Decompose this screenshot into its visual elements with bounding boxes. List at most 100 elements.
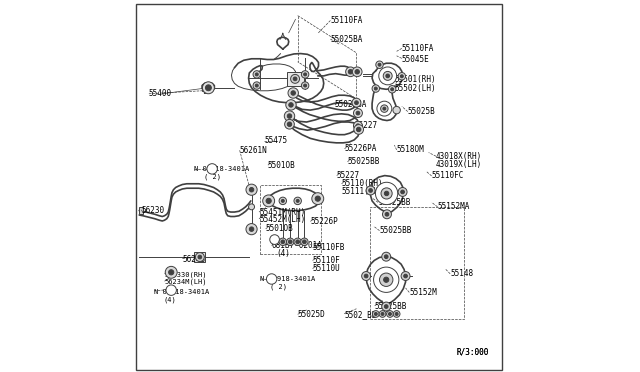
Circle shape — [315, 196, 321, 201]
Circle shape — [355, 70, 360, 74]
Circle shape — [303, 240, 306, 244]
Circle shape — [393, 106, 401, 114]
Text: 55226PA: 55226PA — [344, 144, 377, 153]
Text: 55111(LH): 55111(LH) — [342, 187, 383, 196]
Circle shape — [387, 311, 394, 317]
Circle shape — [364, 274, 368, 278]
Text: 55025BA: 55025BA — [335, 100, 367, 109]
Text: 55502(LH): 55502(LH) — [394, 84, 436, 93]
Circle shape — [394, 311, 400, 317]
Text: 43019X(LH): 43019X(LH) — [436, 160, 483, 169]
Circle shape — [281, 240, 285, 244]
Text: 55110F: 55110F — [312, 256, 340, 265]
Text: (4): (4) — [164, 296, 177, 303]
Text: ( 2): ( 2) — [204, 174, 221, 180]
Text: 55025BA: 55025BA — [330, 35, 363, 44]
Circle shape — [250, 227, 254, 231]
Circle shape — [398, 187, 407, 196]
Text: 55025B: 55025B — [408, 107, 436, 116]
Text: 55110FA: 55110FA — [402, 44, 434, 53]
Circle shape — [404, 274, 408, 278]
Text: 43018X(RH): 43018X(RH) — [436, 152, 483, 161]
Circle shape — [291, 74, 300, 83]
Text: 56261N: 56261N — [239, 146, 268, 155]
Circle shape — [198, 255, 202, 259]
Text: R/3:000: R/3:000 — [457, 347, 489, 356]
Circle shape — [262, 195, 275, 207]
Circle shape — [303, 73, 307, 76]
Circle shape — [266, 198, 271, 203]
Circle shape — [381, 302, 390, 311]
Text: N: N — [269, 276, 275, 282]
Circle shape — [381, 252, 390, 261]
Circle shape — [372, 311, 379, 317]
Text: 55045E: 55045E — [402, 55, 429, 64]
Circle shape — [301, 82, 309, 89]
Text: 55025BB: 55025BB — [378, 198, 410, 207]
Circle shape — [289, 103, 293, 107]
Circle shape — [202, 82, 214, 94]
Circle shape — [353, 121, 362, 130]
Circle shape — [381, 312, 384, 315]
Text: N 08918-3401A: N 08918-3401A — [260, 276, 316, 282]
Circle shape — [166, 285, 177, 295]
Text: 5518OM: 5518OM — [397, 145, 424, 154]
Circle shape — [356, 111, 360, 115]
Circle shape — [383, 210, 392, 219]
Text: 55110FB: 55110FB — [312, 243, 345, 252]
Text: 55226P: 55226P — [310, 217, 338, 226]
Circle shape — [378, 63, 381, 66]
Circle shape — [294, 238, 301, 246]
Circle shape — [246, 184, 257, 195]
Text: 55025BB: 55025BB — [374, 302, 407, 311]
Circle shape — [356, 127, 361, 132]
Circle shape — [376, 61, 383, 68]
Text: 55152M: 55152M — [410, 288, 437, 297]
Circle shape — [246, 224, 257, 235]
Text: 5502_BB: 5502_BB — [344, 310, 376, 319]
Circle shape — [250, 187, 254, 192]
Text: N 08918-3401A: N 08918-3401A — [193, 166, 249, 172]
Circle shape — [395, 312, 398, 315]
Circle shape — [379, 311, 386, 317]
Circle shape — [385, 255, 388, 259]
Circle shape — [398, 73, 406, 80]
Text: 55110FC: 55110FC — [431, 171, 464, 180]
Circle shape — [266, 274, 277, 284]
Circle shape — [205, 85, 211, 91]
Circle shape — [296, 240, 300, 244]
Circle shape — [353, 109, 362, 118]
Circle shape — [293, 77, 297, 81]
Circle shape — [401, 75, 403, 78]
Circle shape — [291, 91, 296, 95]
Circle shape — [346, 67, 355, 77]
Circle shape — [286, 100, 296, 110]
Text: 55148: 55148 — [450, 269, 474, 278]
Circle shape — [352, 98, 361, 107]
Circle shape — [165, 266, 177, 278]
Text: 55400: 55400 — [149, 89, 172, 98]
Text: 562330(RH): 562330(RH) — [164, 271, 207, 278]
Bar — [287, 72, 303, 86]
Circle shape — [372, 85, 380, 92]
Circle shape — [385, 305, 388, 308]
Circle shape — [388, 312, 392, 315]
Text: B: B — [272, 237, 277, 242]
Circle shape — [248, 204, 255, 210]
Text: 56243: 56243 — [182, 255, 205, 264]
Circle shape — [301, 238, 308, 246]
Text: 55152MA: 55152MA — [438, 202, 470, 211]
Text: 5501OB: 5501OB — [266, 224, 293, 233]
Circle shape — [287, 122, 292, 126]
Circle shape — [287, 238, 294, 246]
Circle shape — [386, 74, 390, 78]
Circle shape — [383, 71, 392, 80]
Circle shape — [253, 82, 260, 89]
Circle shape — [195, 253, 204, 262]
Circle shape — [401, 272, 410, 280]
Circle shape — [287, 114, 292, 118]
Circle shape — [279, 197, 287, 205]
Text: N: N — [168, 288, 174, 293]
Circle shape — [296, 199, 299, 202]
Circle shape — [312, 193, 324, 205]
